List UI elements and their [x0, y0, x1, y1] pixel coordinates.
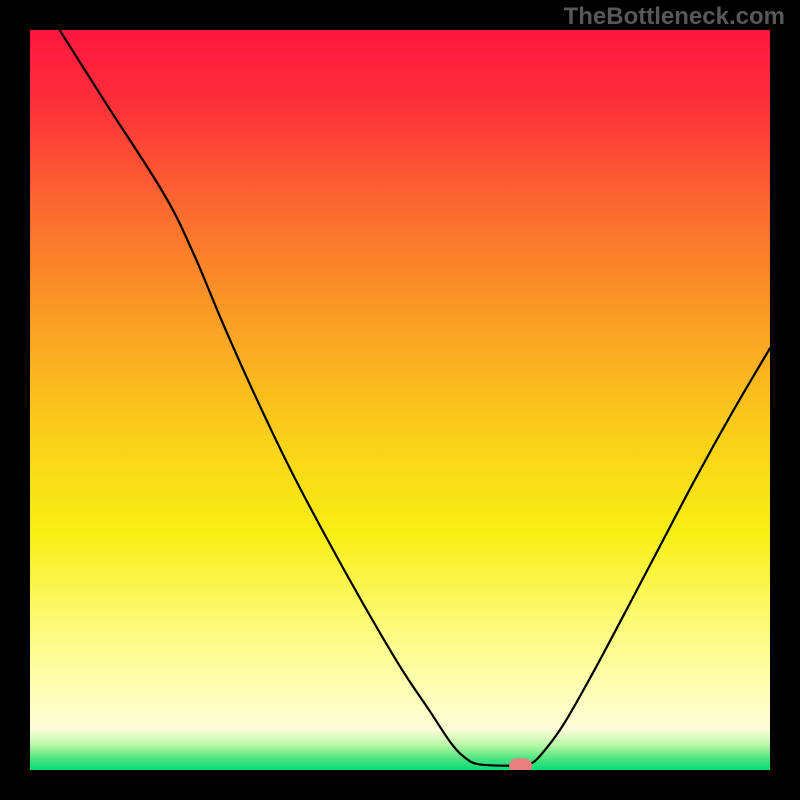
bottleneck-chart-svg — [30, 30, 770, 770]
watermark-text: TheBottleneck.com — [564, 3, 785, 31]
optimal-point-marker — [510, 759, 532, 770]
plot-area — [30, 30, 770, 770]
gradient-background — [30, 30, 770, 770]
